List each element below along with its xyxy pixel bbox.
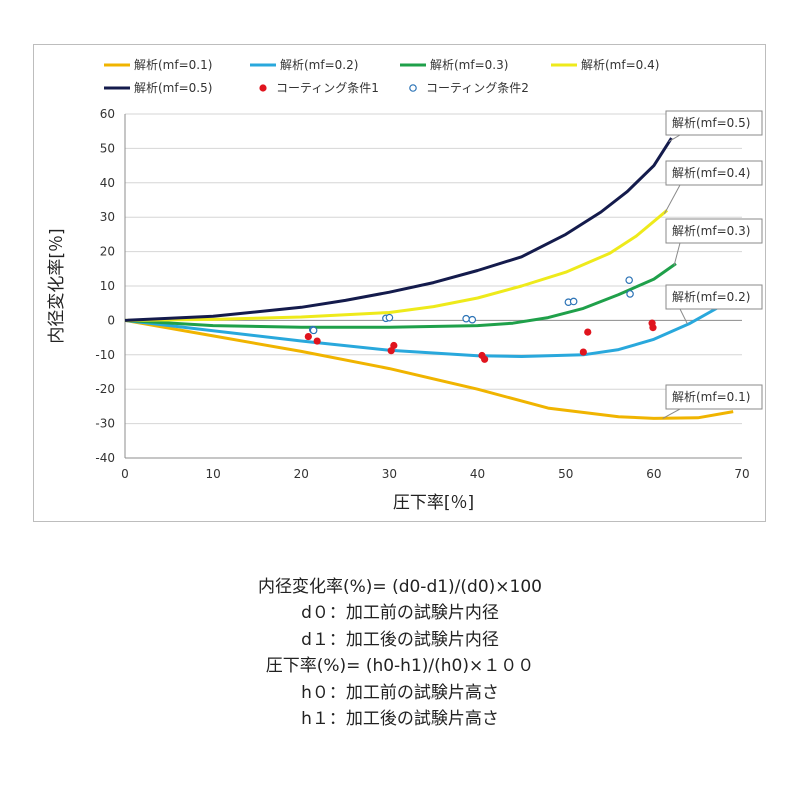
series-line-mf-0-3: [124, 262, 677, 329]
y-tick-label-10: 10: [100, 279, 115, 293]
x-tick-label-0: 0: [121, 467, 129, 481]
y-tick-label--40: -40: [95, 451, 115, 465]
callout-box-4: [665, 160, 763, 186]
data-point-coating2-4: [385, 313, 394, 322]
callout-label-5: 解析(mf=0.5): [672, 116, 750, 130]
definition-h1: h１：加工後の試験片高さ: [301, 709, 499, 730]
y-tick-label-50: 50: [100, 141, 115, 155]
x-tick-label-40: 40: [470, 467, 485, 481]
y-tick-label--30: -30: [95, 417, 115, 431]
definition-d1: d１：加工後の試験片内径: [301, 629, 499, 650]
legend-swatch-7: [409, 84, 417, 92]
legend-label-6: コーティング条件1: [276, 81, 379, 95]
callout-leader-4: [663, 184, 696, 214]
data-point-coating2-2: [309, 326, 318, 335]
definition-d0: d０：加工前の試験片内径: [301, 603, 499, 624]
legend-label-1: 解析(mf=0.1): [134, 58, 212, 72]
legend-label-4: 解析(mf=0.4): [581, 58, 659, 72]
x-tick-label-60: 60: [646, 467, 661, 481]
callout-box-1: [665, 384, 763, 410]
y-tick-label-20: 20: [100, 245, 115, 259]
y-tick-label-30: 30: [100, 210, 115, 224]
data-point-coating1-8: [584, 328, 592, 336]
series-line-mf-0-5: [124, 137, 673, 322]
callout-leader-3: [673, 242, 696, 266]
x-tick-label-50: 50: [558, 467, 573, 481]
y-tick-label-0: 0: [107, 313, 115, 327]
x-tick-label-30: 30: [382, 467, 397, 481]
legend-label-7: コーティング条件2: [426, 81, 529, 95]
x-tick-label-20: 20: [294, 467, 309, 481]
data-point-coating2-9: [625, 276, 633, 284]
callout-box-2: [665, 284, 763, 310]
series-line-mf-0-4: [124, 209, 669, 322]
callout-box-3: [665, 218, 763, 244]
x-tick-label-10: 10: [206, 467, 221, 481]
y-tick-label--20: -20: [95, 382, 115, 396]
callout-leader-5: [668, 134, 696, 142]
data-point-coating2-6: [468, 315, 477, 324]
data-point-coating1-7: [579, 348, 587, 356]
formula-reduction-rate: 圧下率(%)= (h0-h1)/(h0)×１００: [265, 656, 535, 677]
chart-frame: -40 -30 -20 -10 0 10 20 30 40 50 60 0 10 20 30 40 50 60 70…: [33, 44, 766, 522]
y-tick-label-40: 40: [100, 176, 115, 190]
data-point-coating1-2: [313, 337, 321, 345]
legend-label-3: 解析(mf=0.3): [430, 58, 508, 72]
data-point-coating2-10: [626, 290, 634, 298]
series-line-mf-0-2: [124, 300, 730, 358]
definition-h0: h０：加工前の試験片高さ: [301, 682, 499, 703]
legend-swatch-6: [259, 84, 267, 92]
callout-box-5: [665, 110, 763, 136]
x-tick-label-70: 70: [734, 467, 749, 481]
x-axis-title: 圧下率[％]: [393, 493, 474, 513]
callout-label-1: 解析(mf=0.1): [672, 390, 750, 404]
callout-label-4: 解析(mf=0.4): [672, 166, 750, 180]
data-point-coating1-10: [649, 324, 657, 332]
data-point-coating1-4: [390, 341, 398, 350]
callout-label-3: 解析(mf=0.3): [672, 224, 750, 238]
series-line-mf-0-1: [124, 318, 734, 420]
data-point-coating1-6: [481, 355, 489, 363]
chart: -40 -30 -20 -10 0 10 20 30 40 50 60 0 10 20 30 40 50 60 70…: [47, 58, 763, 513]
legend-label-2: 解析(mf=0.2): [280, 58, 358, 72]
data-point-coating1-1: [304, 332, 312, 341]
y-tick-label-60: 60: [100, 107, 115, 121]
data-point-coating2-8: [569, 297, 578, 306]
legend-label-5: 解析(mf=0.5): [134, 81, 212, 95]
callout-label-2: 解析(mf=0.2): [672, 290, 750, 304]
y-axis-title: 内径変化率[％]: [47, 228, 67, 343]
formula-inner-diameter-change: 内径変化率(%)= (d0-d1)/(d0)×100: [258, 577, 542, 597]
y-tick-label--10: -10: [95, 348, 115, 362]
formula-notes: 内径変化率(%)= (d0-d1)/(d0)×100 d０：加工前の試験片内径 …: [0, 574, 800, 732]
data-point-coating2-5: [462, 314, 470, 323]
